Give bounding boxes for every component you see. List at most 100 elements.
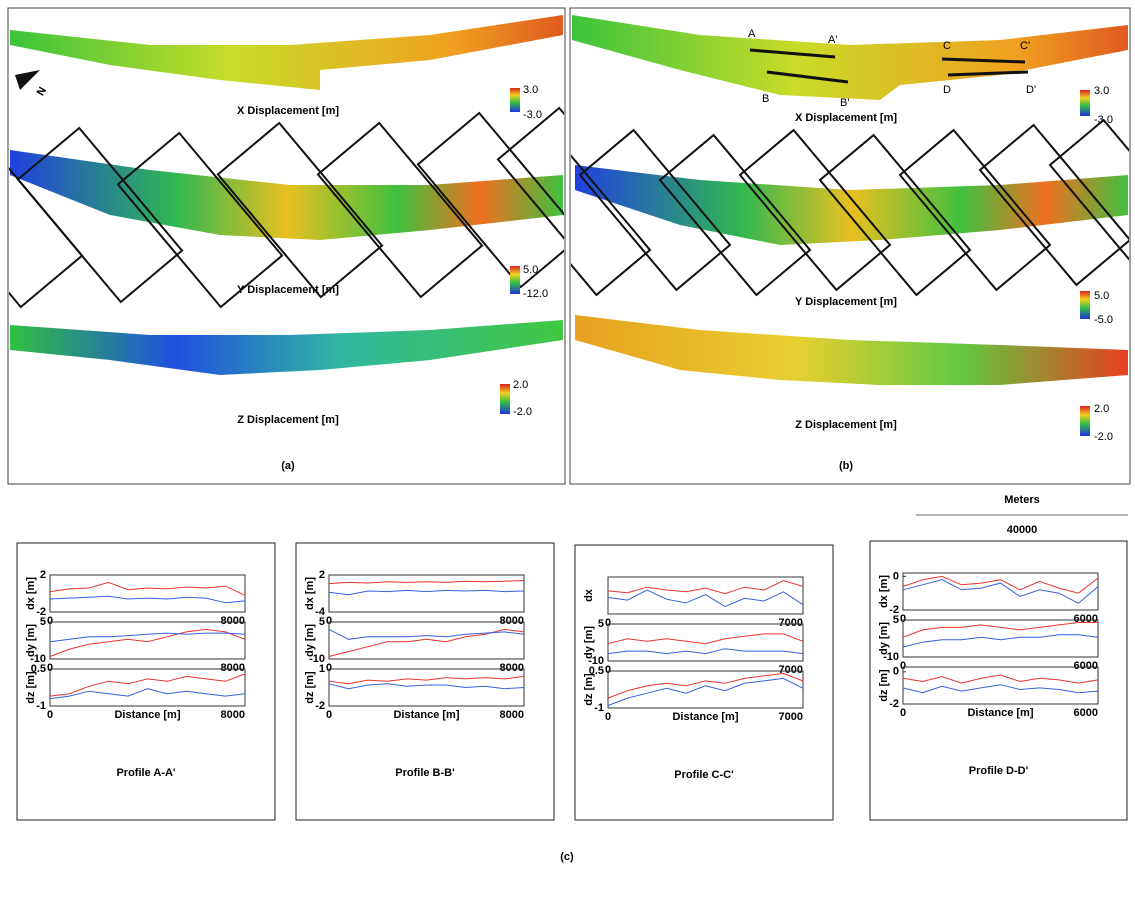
x-tick-label: 7000 [779,711,803,723]
map-title: Y Displacement [m] [237,284,339,296]
y-tick-label: 0.5 [31,663,46,675]
y-tick-label: 2 [40,569,46,581]
x-tick-label: 8000 [221,709,245,721]
plot-frame [329,575,524,612]
x-tick-label: 8000 [500,615,524,627]
y-tick-label: -1 [36,700,46,712]
x-tick-label: 8000 [221,615,245,627]
plot-frame [608,624,803,661]
data-line [903,635,1098,647]
panel-label: (b) [839,460,853,472]
y-tick-label: 5 [598,618,604,630]
y-axis-label: dx [m] [878,575,890,608]
y-tick-label: 0 [893,570,899,582]
y-axis-label: dz [m] [304,671,316,704]
data-line [903,580,1098,604]
profile-point: A [748,28,756,40]
colorbar [510,88,520,112]
colorbar-min: -2.0 [1094,431,1113,443]
data-line [329,684,524,689]
plot-frame [903,620,1098,657]
colorbar [1080,406,1090,436]
x-axis-label: Distance [m] [672,711,738,723]
data-line [608,649,803,654]
map-title: X Displacement [m] [795,112,897,124]
scale-value: 40000 [1007,524,1038,536]
colorbar-max: 5.0 [523,264,538,276]
colorbar-max: 2.0 [513,379,528,391]
colorbar [510,266,520,294]
profile-point: D [943,84,951,96]
y-tick-label: 0.5 [589,665,604,677]
y-tick-label: 5 [893,614,899,626]
profile-point: B' [840,97,849,109]
data-line [903,576,1098,593]
x-tick-label: 0 [326,709,332,721]
profile-title: Profile B-B' [395,767,455,779]
y-axis-label: dx [583,588,595,602]
colorbar-min: -3.0 [523,109,542,121]
data-line [329,581,524,584]
data-line [50,596,245,603]
colorbar-min: -5.0 [1094,314,1113,326]
plot-frame [329,622,524,659]
north-label: N [35,85,49,98]
y-tick-label: 1 [319,663,325,675]
y-tick-label: 5 [319,616,325,628]
x-axis-label: Distance [m] [114,709,180,721]
colorbar-min: -3.0 [1094,114,1113,126]
x-tick-label: 7000 [779,617,803,629]
x-axis-label: Distance [m] [967,707,1033,719]
y-axis-label: dz [m] [878,669,890,702]
profile-point: C [943,40,951,52]
plot-frame [903,667,1098,704]
data-line [50,633,245,642]
profile-title: Profile C-C' [674,769,734,781]
data-line [50,582,245,595]
x-tick-label: 8000 [500,662,524,674]
plot-frame [50,575,245,612]
colorbar-max: 3.0 [1094,85,1109,97]
map-title: Y Displacement [m] [795,296,897,308]
map-b [500,15,1135,385]
data-line [903,675,1098,683]
y-axis-label: dz [m] [25,671,37,704]
data-line [608,590,803,607]
map-title: Z Displacement [m] [237,414,339,426]
y-tick-label: -2 [889,698,899,710]
colorbar-max: 3.0 [523,84,538,96]
plot-frame [50,622,245,659]
colorbar [500,384,510,414]
data-line [50,674,245,696]
map-title: Z Displacement [m] [795,419,897,431]
data-line [329,629,524,656]
x-tick-label: 6000 [1074,707,1098,719]
x-tick-label: 0 [605,711,611,723]
y-axis-label: dx [m] [304,577,316,610]
plot-frame [608,671,803,708]
y-axis-label: dx [m] [25,577,37,610]
colorbar-min: -2.0 [513,406,532,418]
y-tick-label: -2 [315,700,325,712]
profile-frame [870,541,1127,820]
profile-point: D' [1026,84,1036,96]
y-axis-label: dz [m] [583,673,595,706]
x-tick-label: 6000 [1074,660,1098,672]
y-tick-label: -10 [883,651,899,663]
colorbar [1080,90,1090,116]
data-line [329,676,524,683]
colorbar-max: 5.0 [1094,290,1109,302]
colorbar-min: -12.0 [523,288,548,300]
scale-title: Meters [1004,494,1039,506]
y-tick-label: 5 [40,616,46,628]
y-tick-label: -1 [594,702,604,714]
x-tick-label: 8000 [221,662,245,674]
data-line [329,590,524,594]
x-tick-label: 0 [47,709,53,721]
panel-label: (c) [560,851,574,863]
profile-point: B [762,93,769,105]
x-axis-label: Distance [m] [393,709,459,721]
colorbar [1080,291,1090,319]
data-line [608,634,803,644]
profile-point: C' [1020,40,1030,52]
